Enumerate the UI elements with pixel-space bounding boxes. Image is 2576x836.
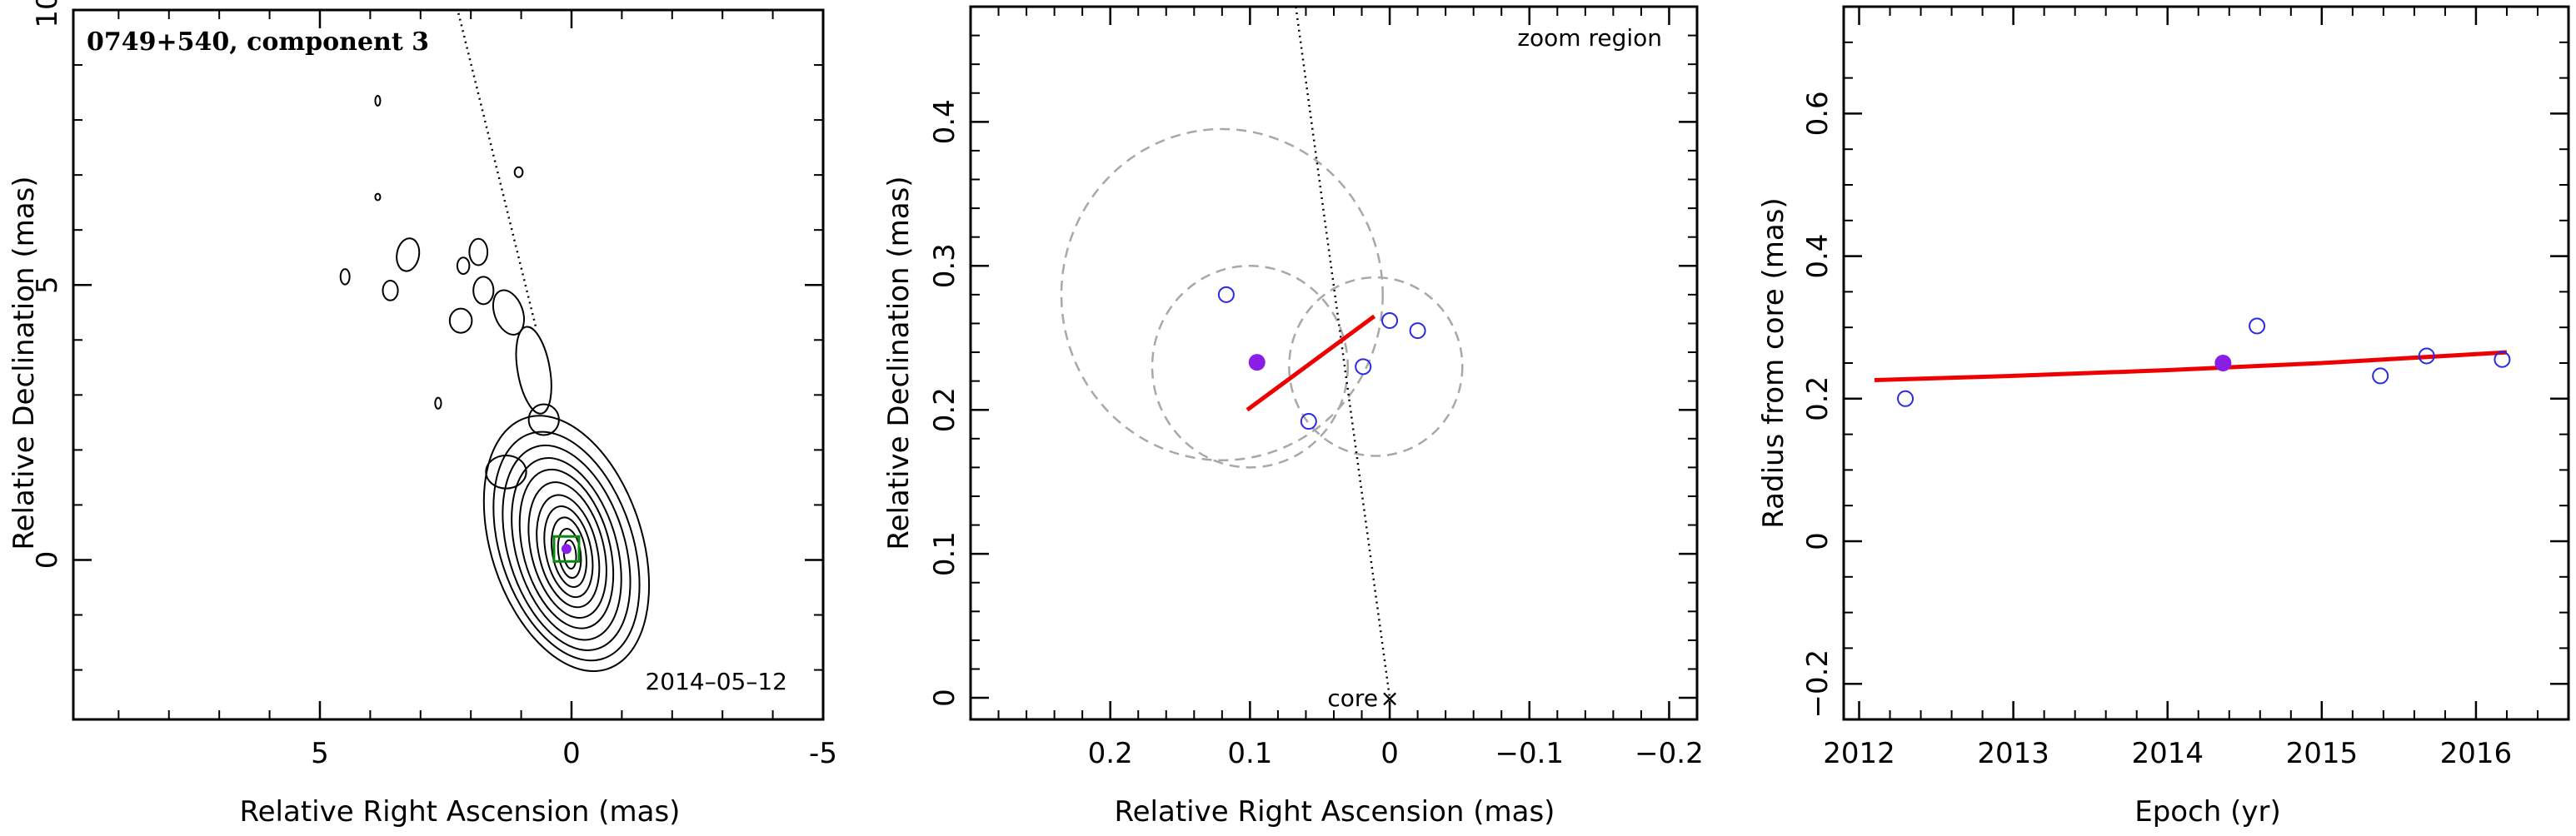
fit-line: [1246, 314, 1376, 412]
contour-blob: [527, 403, 560, 436]
contour-axes: 5 0 -5 0 5 10: [31, 0, 837, 770]
uncertainty-circle: [1151, 265, 1350, 469]
radius-point: [2494, 351, 2511, 368]
contour-blob: [339, 268, 351, 286]
radius-x-tick-label: 2012: [1823, 737, 1895, 770]
radius-y-tick-label: 0.2: [1801, 376, 1835, 421]
contour-blob: [374, 95, 382, 107]
contour-blob: [448, 307, 473, 334]
current-epoch-point: [1248, 354, 1266, 371]
contour-y-tick-label: 5: [31, 276, 64, 294]
zoom-region-annotation: zoom region: [1517, 24, 1662, 52]
epoch-annotation: 2014–05–12: [645, 668, 787, 695]
zoom-x-tick-label: 0.2: [1088, 737, 1133, 770]
contour-x-tick-label: 0: [562, 737, 581, 770]
zoom-x-tick-label: −0.2: [1635, 737, 1704, 770]
epoch-point: [1355, 358, 1372, 376]
contour-level: [502, 444, 632, 651]
contour-level: [492, 430, 641, 662]
zoom-plot-area: ×: [1060, 7, 1464, 712]
contour-group: [339, 10, 651, 672]
contour-level: [543, 505, 594, 599]
radius-point: [2372, 367, 2389, 385]
contour-blob: [492, 289, 525, 336]
contour-x-tick-label: 5: [311, 737, 329, 770]
contour-level: [536, 494, 601, 609]
epoch-point: [1409, 322, 1426, 340]
uncertainty-circle: [1060, 127, 1384, 461]
contour-y-tick-label: 10: [31, 0, 64, 28]
contour-x-tick-label: -5: [809, 737, 837, 770]
core-label: core: [1327, 684, 1378, 712]
contour-blob: [468, 237, 489, 266]
contour-blob: [472, 276, 495, 306]
epoch-point: [1381, 311, 1399, 329]
zoom-y-tick-label: 0.3: [928, 243, 961, 288]
radius-point: [2418, 347, 2435, 365]
uncertainty-circle: [1288, 276, 1464, 457]
jet-direction-line: [1295, 7, 1391, 699]
zoom-axes: 0.2 0.1 0 −0.1 −0.2 0 0.1 0.2 0.3 0.4: [928, 5, 1704, 770]
contour-blob: [434, 396, 442, 410]
contour-level: [562, 539, 577, 570]
radius-y-tick-label: −0.2: [1801, 649, 1835, 719]
contour-blob: [513, 166, 524, 178]
contour-blob: [456, 256, 471, 276]
radius-x-tick-label: 2013: [1977, 737, 2049, 770]
zoom-y-tick-label: 0.2: [928, 387, 961, 432]
radius-axes: 2012 2013 2014 2015 2016 −0.2 0 0.2 0.4 0.6: [1801, 5, 2570, 770]
radius-x-tick-label: 2015: [2286, 737, 2359, 770]
contour-level: [518, 468, 615, 629]
zoom-x-tick-label: 0: [1380, 737, 1399, 770]
radius-plot-area: [1874, 317, 2511, 407]
contour-level: [511, 457, 622, 641]
x-axis-label-middle: Relative Right Ascension (mas): [1115, 795, 1555, 829]
component-box: [552, 535, 581, 563]
contour-plot-area: [339, 10, 651, 672]
contour-blob: [374, 192, 382, 202]
contour-blob: [382, 279, 399, 301]
y-axis-label-right: Radius from core (mas): [1757, 197, 1790, 528]
contour-level: [557, 528, 582, 580]
contour-blob: [396, 237, 421, 272]
zoom-y-tick-label: 0: [928, 689, 961, 707]
epoch-point: [1300, 413, 1317, 430]
map-title: 0749+540, component 3: [87, 27, 429, 57]
zoom-x-tick-label: 0.1: [1227, 737, 1272, 770]
panel-radius-epoch: 2012 2013 2014 2015 2016 −0.2 0 0.2 0.4 0.6 Epoch…: [1757, 5, 2570, 829]
core-marker: ×: [1380, 684, 1399, 712]
contour-level: [527, 481, 607, 620]
zoom-group: ×: [1060, 7, 1464, 712]
epoch-point: [1217, 286, 1235, 303]
zoom-frame: [969, 5, 1699, 721]
y-axis-label-left: Relative Declination (mas): [7, 176, 41, 550]
radius-x-tick-label: 2014: [2131, 737, 2204, 770]
y-axis-label-middle: Relative Declination (mas): [882, 176, 916, 550]
fit-curve: [1874, 350, 2508, 383]
component-marker: [561, 544, 572, 555]
radius-y-tick-label: 0.6: [1801, 91, 1835, 136]
zoom-x-tick-label: −0.1: [1495, 737, 1564, 770]
current-radius-point: [2214, 355, 2232, 371]
contour-level: [482, 415, 651, 672]
panel-zoom-region: × 0.2 0.1 0 −0.1 −0.2 0 0.1 0.2 0.3 0.4 zoom regi…: [882, 5, 1704, 829]
radius-frame: [1842, 5, 2570, 721]
panel-contour-map: 5 0 -5 0 5 10 0749+540, component 3 2014–05–1…: [7, 0, 837, 829]
zoom-y-tick-label: 0.1: [928, 531, 961, 576]
contour-y-tick-label: 0: [31, 551, 64, 570]
x-axis-label-left: Relative Right Ascension (mas): [240, 795, 681, 829]
contour-level: [551, 516, 587, 588]
contour-frame: [72, 8, 825, 721]
zoom-y-tick-label: 0.4: [928, 99, 961, 144]
radius-y-tick-label: 0.4: [1801, 234, 1835, 279]
radius-y-tick-label: 0: [1801, 532, 1835, 550]
x-axis-label-right: Epoch (yr): [2134, 795, 2281, 829]
radius-point: [2249, 317, 2266, 335]
radius-x-tick-label: 2016: [2440, 737, 2513, 770]
jet-direction-line: [457, 10, 537, 330]
radius-point: [1897, 390, 1915, 407]
contour-blob: [515, 326, 552, 415]
